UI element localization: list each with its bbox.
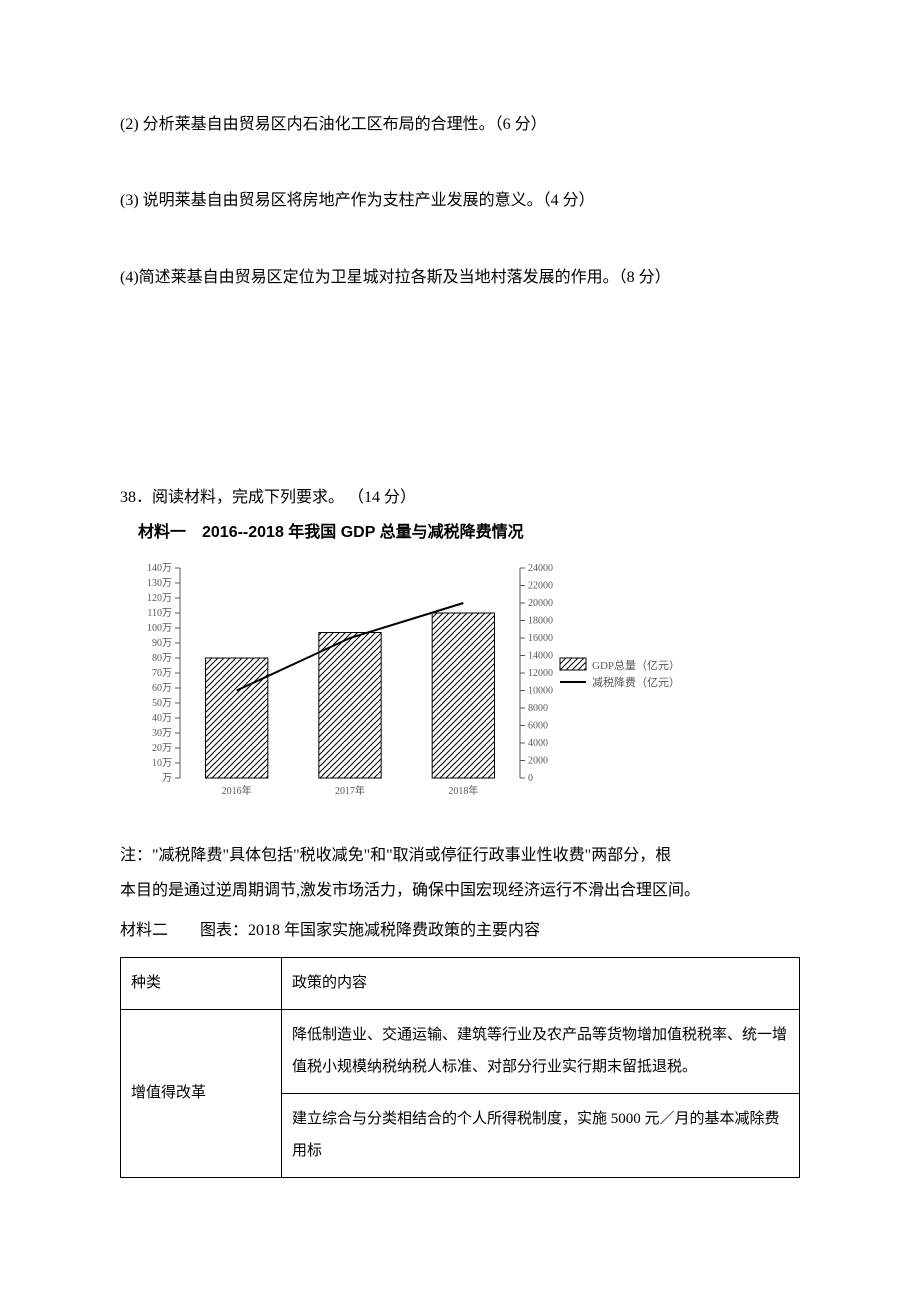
material-2-title: 材料二 图表：2018 年国家实施减税降费政策的主要内容 xyxy=(120,916,800,946)
material-1-title: 材料一 2016--2018 年我国 GDP 总量与减税降费情况 xyxy=(138,518,800,548)
svg-text:6000: 6000 xyxy=(528,720,548,731)
svg-text:140万: 140万 xyxy=(147,563,172,574)
svg-text:0: 0 xyxy=(528,773,533,784)
svg-text:2016年: 2016年 xyxy=(222,784,252,797)
gdp-tax-chart: 万 10万 20万 30万 40万 50万 60万 70万 80万 90万 100万 110万 120万… xyxy=(120,558,800,829)
svg-text:8000: 8000 xyxy=(528,703,548,714)
svg-text:90万: 90万 xyxy=(152,638,172,649)
svg-text:20000: 20000 xyxy=(528,598,553,609)
question-38-block: 38．阅读材料，完成下列要求。 （14 分） 材料一 2016--2018 年我… xyxy=(120,483,800,1178)
svg-text:16000: 16000 xyxy=(528,633,553,644)
svg-text:GDP总量（亿元）: GDP总量（亿元） xyxy=(592,658,680,672)
svg-text:100万: 100万 xyxy=(147,623,172,634)
svg-text:120万: 120万 xyxy=(147,593,172,604)
svg-text:18000: 18000 xyxy=(528,615,553,626)
svg-text:14000: 14000 xyxy=(528,650,553,661)
question-38-header: 38．阅读材料，完成下列要求。 （14 分） xyxy=(120,483,800,513)
svg-text:22000: 22000 xyxy=(528,580,553,591)
svg-text:减税降费（亿元）: 减税降费（亿元） xyxy=(592,675,680,689)
svg-text:万: 万 xyxy=(162,773,172,784)
svg-text:70万: 70万 xyxy=(152,668,172,679)
svg-text:50万: 50万 xyxy=(152,698,172,709)
svg-text:110万: 110万 xyxy=(147,608,172,619)
svg-text:60万: 60万 xyxy=(152,683,172,694)
table-cell-content-1: 降低制造业、交通运输、建筑等行业及农产品等货物增加值税税率、统一增值税小规模纳税… xyxy=(282,1010,800,1094)
svg-text:130万: 130万 xyxy=(147,578,172,589)
svg-text:80万: 80万 xyxy=(152,653,172,664)
svg-text:24000: 24000 xyxy=(528,563,553,574)
svg-text:20万: 20万 xyxy=(152,743,172,754)
svg-text:40万: 40万 xyxy=(152,713,172,724)
question-2: (2) 分析莱基自由贸易区内石油化工区布局的合理性。（6 分） xyxy=(120,110,800,140)
svg-text:2018年: 2018年 xyxy=(448,784,478,797)
svg-text:2000: 2000 xyxy=(528,755,548,766)
table-header-type: 种类 xyxy=(121,957,282,1010)
question-4: (4)简述莱基自由贸易区定位为卫星城对拉各斯及当地村落发展的作用。（8 分） xyxy=(120,263,800,293)
svg-text:10万: 10万 xyxy=(152,758,172,769)
table-cell-type-1: 增值得改革 xyxy=(121,1010,282,1178)
svg-text:12000: 12000 xyxy=(528,668,553,679)
table-header-content: 政策的内容 xyxy=(282,957,800,1010)
table-row: 增值得改革 降低制造业、交通运输、建筑等行业及农产品等货物增加值税税率、统一增值… xyxy=(121,1010,800,1094)
svg-text:2017年: 2017年 xyxy=(335,784,365,797)
question-3: (3) 说明莱基自由贸易区将房地产作为支柱产业发展的意义。（4 分） xyxy=(120,186,800,216)
table-row: 种类 政策的内容 xyxy=(121,957,800,1010)
chart-note-line-1: 注："减税降费"具体包括"税收减免"和"取消或停征行政事业性收费"两部分，根 xyxy=(120,841,800,871)
svg-text:30万: 30万 xyxy=(152,728,172,739)
svg-text:4000: 4000 xyxy=(528,738,548,749)
chart-note-line-2: 本目的是通过逆周期调节,激发市场活力，确保中国宏现经济运行不滑出合理区间。 xyxy=(120,876,800,906)
policy-table: 种类 政策的内容 增值得改革 降低制造业、交通运输、建筑等行业及农产品等货物增加… xyxy=(120,957,800,1179)
table-cell-content-2: 建立综合与分类相结合的个人所得税制度，实施 5000 元／月的基本减除费用标 xyxy=(282,1094,800,1178)
chart-svg: 万 10万 20万 30万 40万 50万 60万 70万 80万 90万 100万 110万 120万… xyxy=(120,558,680,818)
svg-text:10000: 10000 xyxy=(528,685,553,696)
